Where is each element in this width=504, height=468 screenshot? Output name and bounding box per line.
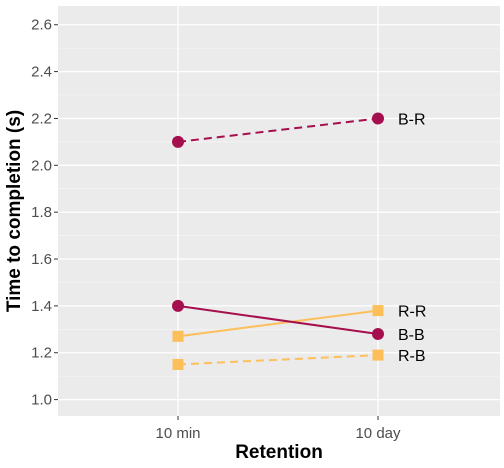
data-point-r-r-1 — [372, 305, 384, 317]
y-tick-label: 2.6 — [31, 17, 52, 34]
data-point-b-r-0 — [172, 135, 184, 148]
x-tick-label: 10 day — [355, 425, 401, 442]
data-point-b-b-1 — [372, 328, 384, 340]
y-tick-label: 1.0 — [31, 392, 52, 409]
series-line-b-b — [177, 304, 379, 335]
y-tick-label: 2.2 — [31, 110, 52, 127]
y-axis: 1.0 1.2 1.4 1.6 1.8 2.0 2.2 2.4 2.6 — [31, 17, 58, 409]
y-tick-label: 1.6 — [31, 251, 52, 268]
data-point-b-r-1 — [372, 112, 384, 125]
series-labels: B-R R-R B-B R-B — [398, 111, 426, 365]
y-tick-label: 2.0 — [31, 157, 52, 174]
plot-panel — [58, 6, 500, 416]
series-label-r-b: R-B — [398, 348, 426, 365]
series-line-r-r — [177, 309, 379, 338]
series-group — [172, 112, 384, 370]
y-tick-label: 1.2 — [31, 345, 52, 362]
data-point-r-b-0 — [172, 358, 184, 370]
y-tick-label: 2.4 — [31, 64, 52, 81]
x-axis-title: Retention — [235, 442, 323, 463]
y-axis-title: Time to completion (s) — [4, 110, 25, 312]
series-label-b-r: B-R — [398, 111, 426, 128]
series-line-b-r — [177, 117, 379, 143]
data-point-r-r-0 — [172, 330, 184, 342]
x-axis: 10 min 10 day — [155, 416, 401, 442]
y-tick-label: 1.4 — [31, 298, 52, 315]
series-label-r-r: R-R — [398, 304, 426, 321]
series-label-b-b: B-B — [398, 327, 425, 344]
data-point-b-b-0 — [172, 299, 184, 312]
series-line-r-b — [177, 354, 379, 366]
data-point-r-b-1 — [372, 349, 384, 361]
y-tick-label: 1.8 — [31, 204, 52, 221]
grid-lines — [58, 6, 500, 416]
x-tick-label: 10 min — [155, 425, 200, 442]
